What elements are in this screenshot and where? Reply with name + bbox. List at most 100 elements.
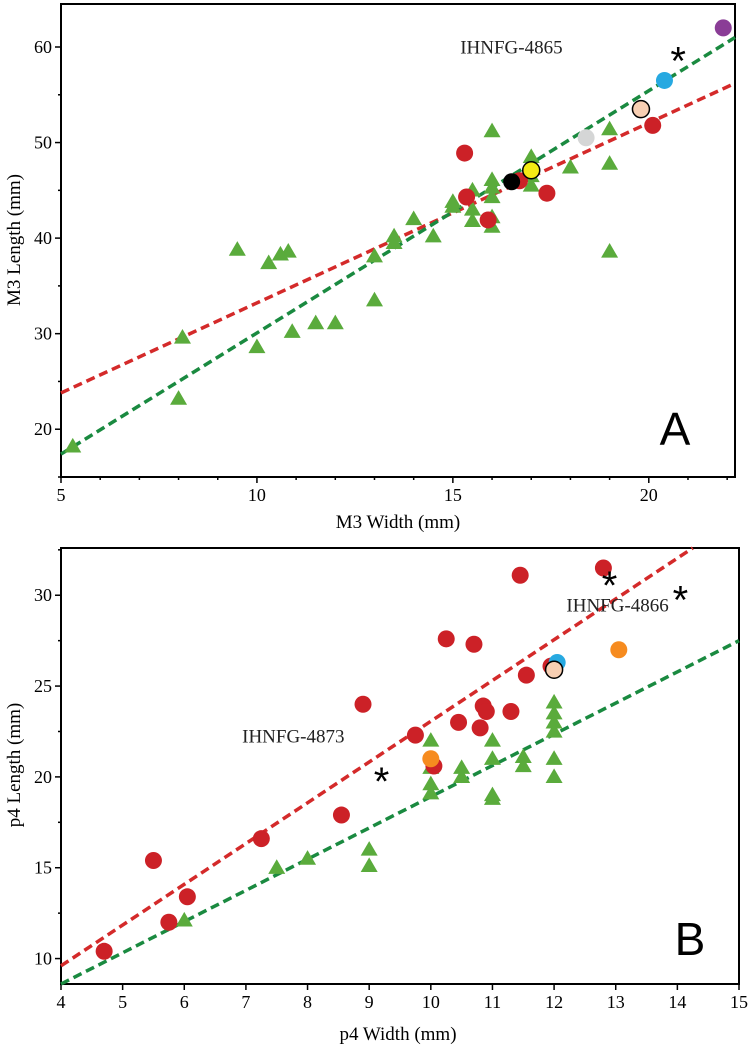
panel-a-green-triangles-point xyxy=(279,242,297,258)
panel-b-red-circles-point xyxy=(594,559,612,577)
panel-b-x-tick-label: 8 xyxy=(303,992,312,1012)
panel-b-x-tick-label: 5 xyxy=(118,992,127,1012)
panel-b-x-tick-label: 11 xyxy=(484,992,501,1012)
panel-b-red-circles-point xyxy=(144,851,162,869)
panel-a-blue-circle-point xyxy=(655,71,673,89)
panel-a-green-triangles-point xyxy=(307,314,325,330)
panel-b-green-triangles-point xyxy=(422,775,440,791)
panel-a-peach-circle-point xyxy=(631,99,651,119)
panel-a-x-tick-label: 15 xyxy=(444,485,462,505)
panel-b-x-tick-label: 13 xyxy=(607,992,625,1012)
panel-a-green-triangles-point xyxy=(463,212,481,228)
panel-a-green-triangles-point xyxy=(283,323,301,338)
panel-a-green-triangles-point xyxy=(463,200,481,216)
panel-a-x-tick-label: 20 xyxy=(640,485,658,505)
panel-a-purple-circle-point xyxy=(714,19,732,37)
panel-b-green-triangles-point xyxy=(545,704,563,720)
panel-a-y-tick-label: 40 xyxy=(34,228,52,248)
panel-b-green-triangles-point xyxy=(545,768,563,784)
panel-a-ticks: 5 10 15 20 20 30 40 50 60 xyxy=(34,37,728,505)
panel-b-green-triangles-point xyxy=(175,911,193,927)
panel-b-specimen-label: IHNFG-4866 xyxy=(566,596,668,617)
panel-b-red-circles-point xyxy=(471,719,489,737)
panel-a-green-triangles-point xyxy=(522,148,540,164)
panel-a-specimen-label: IHNFG-4865 xyxy=(460,38,562,59)
panel-a-y-tick-label: 20 xyxy=(34,419,52,439)
panel-b-letter: B xyxy=(675,913,706,965)
panel-b-frame xyxy=(60,547,740,985)
panel-b-red-circles-point xyxy=(502,703,520,720)
panel-b-green-triangles-point xyxy=(299,850,317,865)
panel-b-red-circles-point xyxy=(160,913,178,931)
panel-b-x-tick-label: 15 xyxy=(730,992,748,1012)
panel-a-frame xyxy=(60,3,736,478)
panel-b-y-tick-label: 15 xyxy=(34,858,52,878)
panel-a-green-triangles-point xyxy=(601,155,619,170)
panel-a-green-triangles-point xyxy=(365,247,383,263)
panel-b-red-circles-point xyxy=(465,635,483,653)
panel-a-green-triangles-point xyxy=(601,120,619,136)
panel-b-red-circles-point xyxy=(354,695,372,713)
panel-a-annotations: IHNFG-4865 * xyxy=(460,38,686,84)
panel-a-green-triangles-point xyxy=(444,193,462,208)
panel-a-green-triangles-point xyxy=(483,171,501,186)
panel-b-green-triangles-point xyxy=(514,748,532,764)
panel-b-y-tick-label: 30 xyxy=(34,585,52,605)
panel-b-ticks: 4 5 6 7 8 9 10 11 12 13 14 15 10 15 20 25 30 xyxy=(34,549,748,1012)
panel-b-peach-circle-point xyxy=(544,660,564,679)
panel-b-y-tick-label: 10 xyxy=(34,949,52,969)
panel-b-green-triangles-point xyxy=(453,768,471,784)
panel-b-red-circles-point xyxy=(511,566,529,584)
panel-a-gray-circle-point xyxy=(577,129,595,147)
panel-a-points xyxy=(64,19,732,453)
panel-a-green-triangles-point xyxy=(365,291,383,307)
panel-b-red-circles-point xyxy=(178,888,196,906)
panel-a-x-axis-label: M3 Width (mm) xyxy=(336,512,461,533)
panel-b-x-tick-label: 4 xyxy=(57,992,66,1012)
panel-b-green-triangles-point xyxy=(545,750,563,765)
panel-b-green-triangles-point xyxy=(514,757,532,773)
panel-a-green-triangles-point xyxy=(385,227,403,243)
panel-b-red-circles-point xyxy=(95,942,113,960)
panel-b-asterisk-marker: * xyxy=(602,564,618,608)
panel-b-red-circles-point xyxy=(252,830,270,848)
panel-b-green-triangles-point xyxy=(545,713,563,729)
panel-a-asterisk-marker: * xyxy=(670,40,686,84)
panel-a-yellow-circle-point xyxy=(521,161,541,180)
panel-a-black-circle-point xyxy=(503,173,521,191)
panel-b-annotations: IHNFG-4866 IHNFG-4873 * * * xyxy=(242,564,688,804)
panel-a-x-tick-label: 5 xyxy=(57,485,66,505)
panel-a-green-triangles-point xyxy=(326,314,344,330)
panel-b-points xyxy=(95,559,628,960)
panel-b-green-triangles-point xyxy=(268,859,286,874)
panel-a-red-circles-point xyxy=(479,211,497,229)
panel-b-green-triangles-point xyxy=(360,857,378,873)
panel-a-green-triangles-point xyxy=(483,178,501,194)
panel-a-green-triangles-point xyxy=(248,338,266,354)
panel-b-green-triangles-point xyxy=(422,784,440,800)
panel-a-red-circles-point xyxy=(458,188,476,206)
panel-a-y-tick-label: 30 xyxy=(34,324,52,344)
panel-b-green-triangles-point xyxy=(545,693,563,709)
panel-a-green-triangles-point xyxy=(260,254,278,270)
panel-b-red-circles-point xyxy=(477,703,495,720)
panel-a: 5 10 15 20 20 30 40 50 60 IHNFG-4865 * M3 Width (… xyxy=(4,3,736,533)
panel-b-red-circles-point xyxy=(517,666,535,684)
panel-a-x-tick-label: 10 xyxy=(248,485,266,505)
panel-b-green-triangles-point xyxy=(453,759,471,774)
panel-a-green-triangles-point xyxy=(522,177,540,192)
panel-b-x-tick-label: 9 xyxy=(365,992,374,1012)
panel-a-green-triangles-point xyxy=(170,390,188,405)
panel-b-green-triangles-point xyxy=(545,722,563,738)
panel-a-letter: A xyxy=(660,403,691,455)
panel-b-x-axis-label: p4 Width (mm) xyxy=(339,1024,456,1045)
panel-a-green-triangles-point xyxy=(405,210,423,226)
panel-b-red-circles-point xyxy=(437,630,455,648)
panel-b-red-circles-point xyxy=(450,713,468,731)
panel-b-x-tick-label: 12 xyxy=(545,992,563,1012)
panel-a-red-circles-point xyxy=(644,116,662,134)
panel-b-red-trend-line xyxy=(60,546,694,968)
panel-b-x-tick-label: 14 xyxy=(668,992,686,1012)
panel-b-x-tick-label: 6 xyxy=(180,992,189,1012)
